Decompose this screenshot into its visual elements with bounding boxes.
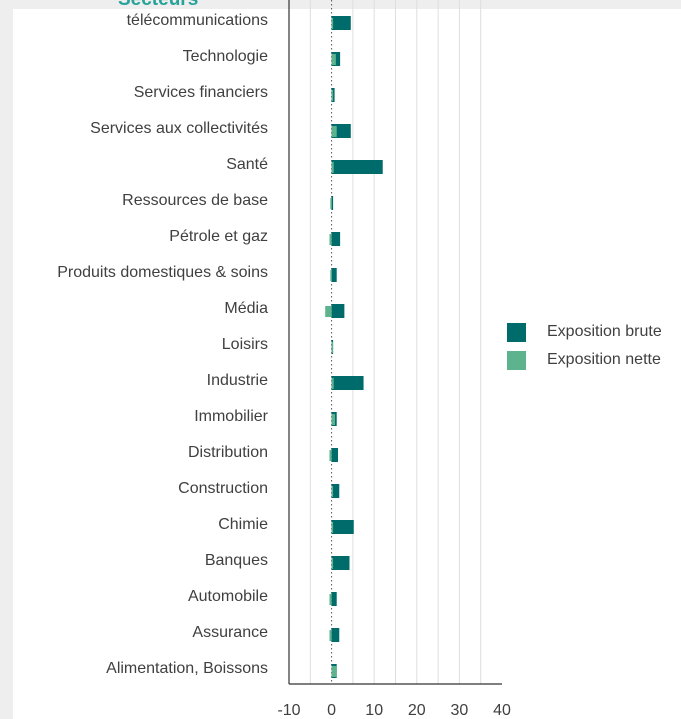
category-label: Pétrole et gaz <box>169 228 268 245</box>
x-tick-label: 10 <box>365 702 383 719</box>
legend-swatch-exposition-nette <box>507 350 526 370</box>
x-tick-label: 30 <box>451 702 469 719</box>
legend: Exposition brute Exposition nette <box>507 318 662 374</box>
bar-exposition-nette <box>331 90 334 101</box>
bar-exposition-brute <box>331 628 340 642</box>
x-tick-labels: -10 0 10 20 30 40 <box>277 702 511 719</box>
legend-item-exposition-nette: Exposition nette <box>507 346 662 374</box>
window-top-strip <box>0 0 681 9</box>
bar-exposition-nette <box>329 450 332 461</box>
category-label: Services aux collectivités <box>90 120 268 137</box>
panel-title: Secteurs <box>118 0 278 9</box>
bar-exposition-nette <box>331 522 334 533</box>
category-label: Santé <box>226 156 268 173</box>
gridlines <box>309 0 482 684</box>
category-label: télécommunications <box>127 12 268 29</box>
legend-swatch-exposition-brute <box>507 322 526 342</box>
bar-exposition-brute <box>331 556 350 570</box>
bar-exposition-nette <box>331 126 337 137</box>
bar-exposition-brute <box>331 268 337 282</box>
category-label: Immobilier <box>194 408 268 425</box>
category-label: Média <box>224 300 268 317</box>
category-label: Produits domestiques & soins <box>57 264 268 281</box>
axes <box>288 0 502 685</box>
bar-exposition-brute <box>331 304 345 318</box>
bar-exposition-brute <box>331 592 337 606</box>
x-tick-label: 40 <box>493 702 511 719</box>
bar-exposition-brute <box>331 448 338 462</box>
legend-label-exposition-nette: Exposition nette <box>547 351 661 368</box>
bar-exposition-nette <box>330 270 332 281</box>
category-label: Automobile <box>188 588 268 605</box>
bar-exposition-brute <box>331 16 351 30</box>
bar-exposition-nette <box>329 630 332 641</box>
bar-exposition-nette <box>330 198 332 209</box>
category-labels: télécommunications Technologie Services fi… <box>57 12 268 677</box>
x-tick-label: 20 <box>408 702 426 719</box>
bar-exposition-nette <box>325 306 332 317</box>
category-label: Distribution <box>188 444 268 461</box>
x-tick-label: -10 <box>277 702 300 719</box>
bar-exposition-nette <box>331 378 334 389</box>
bar-exposition-brute <box>331 160 383 174</box>
bar-exposition-brute <box>331 376 364 390</box>
bar-exposition-nette <box>331 414 336 425</box>
bar-exposition-nette <box>331 54 336 65</box>
bar-exposition-nette <box>331 558 334 569</box>
series-exposition-brute <box>331 16 383 678</box>
legend-label-exposition-brute: Exposition brute <box>547 323 662 340</box>
category-label: Industrie <box>207 372 268 389</box>
category-label: Assurance <box>192 624 268 641</box>
bar-exposition-nette <box>331 486 334 497</box>
category-label: Construction <box>178 480 268 497</box>
bar-exposition-nette <box>331 666 337 677</box>
bar-exposition-brute <box>331 520 354 534</box>
series-exposition-nette <box>325 18 337 677</box>
bar-exposition-nette <box>331 18 334 29</box>
bar-exposition-brute <box>331 232 341 246</box>
category-label: Technologie <box>183 48 269 65</box>
category-label: Services financiers <box>134 84 268 101</box>
category-label: Chimie <box>218 516 268 533</box>
category-label: Loisirs <box>222 336 268 353</box>
bar-exposition-brute <box>331 484 340 498</box>
x-tick-label: 0 <box>327 702 336 719</box>
bar-exposition-nette <box>329 234 332 245</box>
category-label: Ressources de base <box>122 192 268 209</box>
bar-exposition-nette <box>329 594 332 605</box>
bar-exposition-nette <box>331 162 334 173</box>
bar-exposition-brute <box>331 196 334 210</box>
category-label: Banques <box>205 552 268 569</box>
bar-exposition-nette <box>331 342 334 353</box>
window-left-strip <box>0 0 13 719</box>
category-label: Alimentation, Boissons <box>106 660 268 677</box>
legend-item-exposition-brute: Exposition brute <box>507 318 662 346</box>
